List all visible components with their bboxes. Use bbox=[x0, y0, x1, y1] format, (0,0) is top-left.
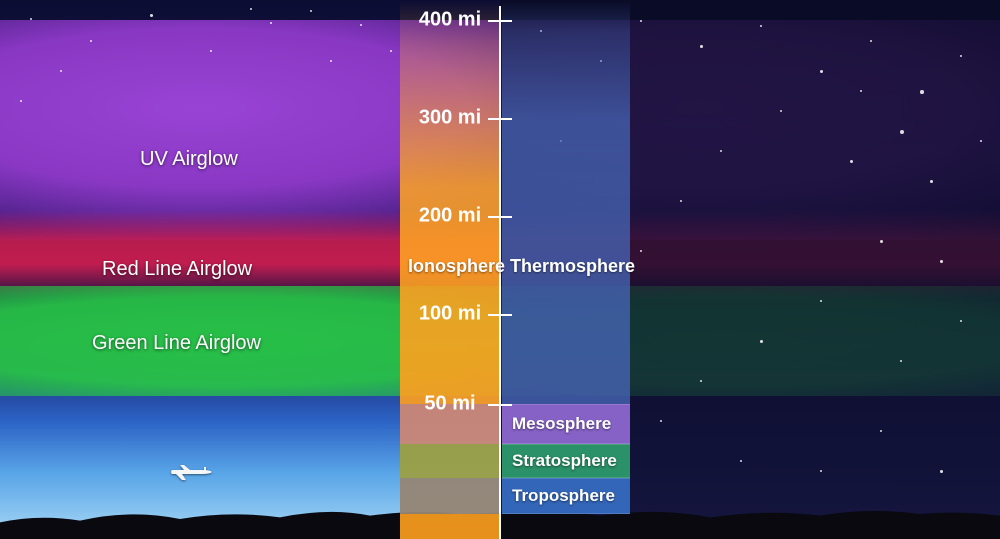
altitude-tick bbox=[488, 314, 512, 316]
star bbox=[660, 420, 662, 422]
airplane-icon bbox=[170, 464, 214, 482]
star bbox=[900, 130, 904, 134]
altitude-tick-label: 300 mi bbox=[419, 107, 481, 130]
altitude-tick bbox=[488, 20, 512, 22]
star bbox=[270, 22, 272, 24]
star bbox=[150, 14, 153, 17]
label-uv-airglow: UV Airglow bbox=[140, 148, 238, 171]
star bbox=[940, 260, 943, 263]
star bbox=[760, 340, 763, 343]
layer-name: Stratosphere bbox=[512, 451, 617, 471]
layer-stratosphere-mirror bbox=[400, 444, 500, 478]
altitude-tick bbox=[488, 118, 512, 120]
thermosphere-title: Thermosphere bbox=[510, 256, 635, 277]
ionosphere-title: Ionosphere bbox=[408, 256, 505, 277]
star bbox=[740, 460, 742, 462]
star bbox=[920, 90, 924, 94]
layer-troposphere-mirror bbox=[400, 478, 500, 514]
altitude-tick-label: 400 mi bbox=[419, 9, 481, 32]
star bbox=[940, 470, 943, 473]
airglow-altitude-diagram: UV Airglow Red Line Airglow Green Line A… bbox=[0, 0, 1000, 539]
star bbox=[250, 8, 252, 10]
star bbox=[820, 470, 822, 472]
star bbox=[20, 100, 22, 102]
star bbox=[720, 150, 722, 152]
layer-stratosphere: Stratosphere bbox=[502, 444, 630, 478]
altitude-tick-label: 100 mi bbox=[419, 303, 481, 326]
label-green-airglow: Green Line Airglow bbox=[92, 332, 261, 355]
star bbox=[930, 180, 933, 183]
label-red-airglow: Red Line Airglow bbox=[102, 258, 252, 281]
star bbox=[360, 24, 362, 26]
altitude-tick bbox=[488, 216, 512, 218]
star bbox=[60, 70, 62, 72]
star bbox=[760, 25, 762, 27]
altitude-tick-label: 50 mi bbox=[424, 393, 475, 416]
thermosphere-column bbox=[502, 0, 630, 404]
altitude-tick-label: 200 mi bbox=[419, 205, 481, 228]
layer-name: Troposphere bbox=[512, 486, 615, 506]
star bbox=[640, 20, 642, 22]
star bbox=[640, 250, 642, 252]
star bbox=[210, 50, 212, 52]
layer-troposphere: Troposphere bbox=[502, 478, 630, 514]
star bbox=[700, 45, 703, 48]
star bbox=[960, 320, 962, 322]
altitude-tick bbox=[488, 404, 512, 406]
layer-name: Mesosphere bbox=[512, 414, 611, 434]
star bbox=[390, 50, 392, 52]
star bbox=[90, 40, 92, 42]
layer-mesosphere: Mesosphere bbox=[502, 404, 630, 444]
star bbox=[700, 380, 702, 382]
